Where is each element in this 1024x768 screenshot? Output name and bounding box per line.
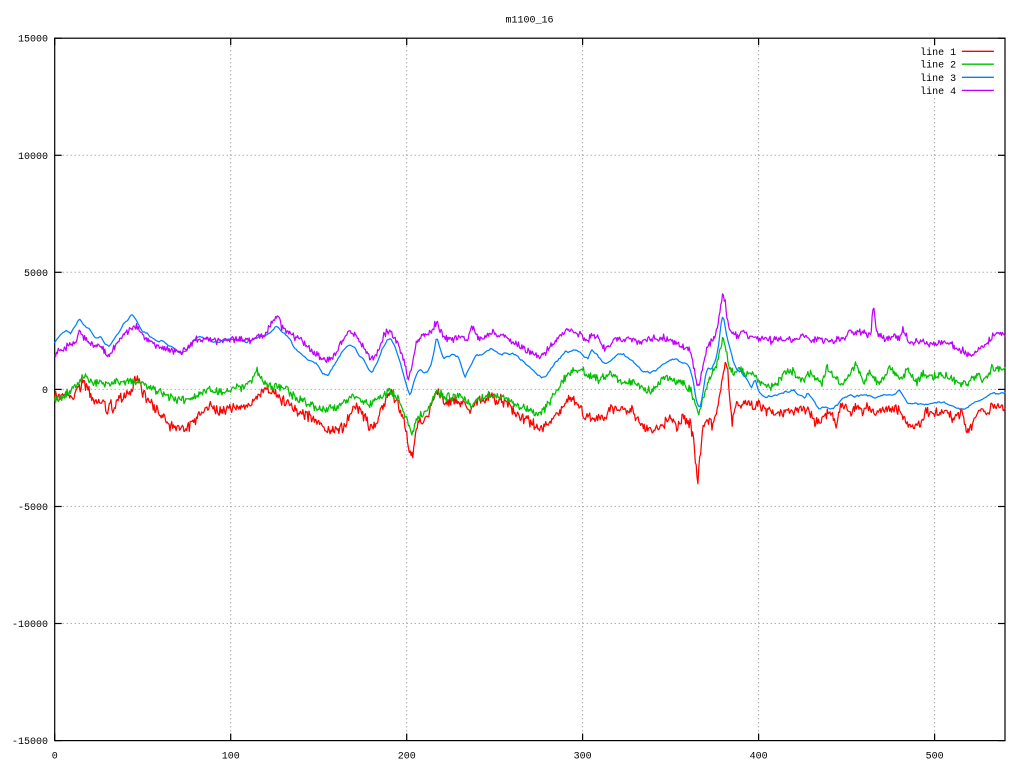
svg-text:line 3: line 3 [920, 73, 956, 85]
svg-text:-15000: -15000 [12, 737, 48, 748]
svg-text:500: 500 [926, 752, 944, 763]
svg-text:0: 0 [52, 752, 58, 763]
svg-text:-10000: -10000 [12, 620, 48, 631]
svg-text:300: 300 [574, 752, 592, 763]
svg-text:15000: 15000 [18, 35, 48, 46]
svg-text:10000: 10000 [18, 152, 48, 163]
svg-text:line 2: line 2 [920, 60, 956, 72]
svg-text:5000: 5000 [24, 269, 48, 280]
svg-text:100: 100 [222, 752, 240, 763]
svg-text:line 4: line 4 [920, 86, 956, 98]
svg-text:m1100_16: m1100_16 [505, 16, 553, 27]
svg-text:200: 200 [398, 752, 416, 763]
svg-text:-5000: -5000 [18, 503, 48, 514]
svg-text:line 1: line 1 [920, 47, 956, 59]
svg-text:400: 400 [750, 752, 768, 763]
svg-text:0: 0 [42, 386, 48, 397]
